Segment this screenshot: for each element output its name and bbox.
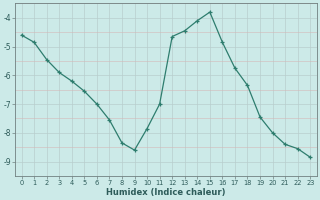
X-axis label: Humidex (Indice chaleur): Humidex (Indice chaleur)	[106, 188, 226, 197]
